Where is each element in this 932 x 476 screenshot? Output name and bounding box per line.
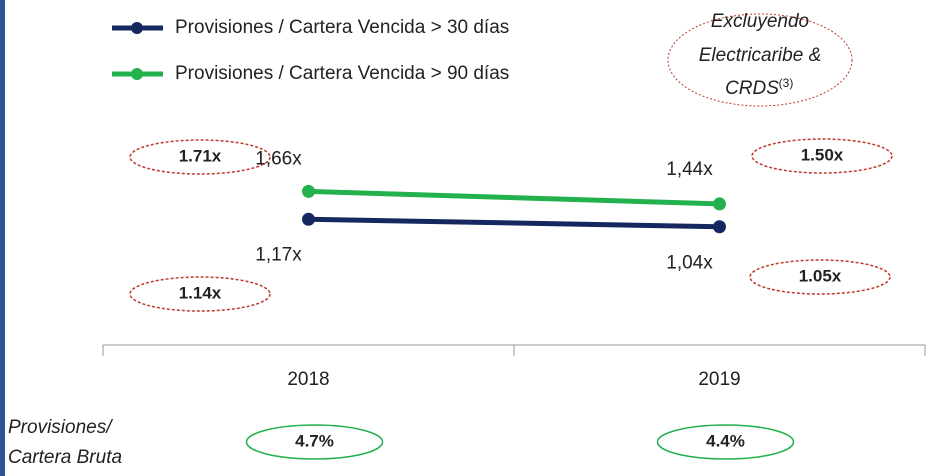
data-label: 1,66x [255,148,302,169]
note-line: Electricaribe & [699,45,822,66]
secondary-ellipse [656,424,795,460]
secondary-ellipse [245,424,384,460]
legend-marker [131,22,143,34]
data-point [302,212,315,226]
secondary-label: Provisiones/ [8,417,113,438]
data-label: 1,04x [666,253,713,274]
note-line: Excluyendo [711,11,809,32]
note-superscript: (3) [779,76,794,90]
x-tick-label: 2019 [698,369,740,390]
series-line [308,216,720,230]
legend-label: Provisiones / Cartera Vencida > 90 días [175,63,509,84]
annotation-ellipse [751,138,893,174]
annotation-ellipse [129,276,271,312]
annotation-label: 1.71x [179,146,222,165]
note-line: CRDS [725,78,779,99]
data-point [302,184,315,198]
data-point [713,197,726,211]
legend-marker [131,68,143,80]
data-point [713,220,726,234]
left-stripe [0,0,5,476]
series-line [308,188,720,207]
legend-label: Provisiones / Cartera Vencida > 30 días [175,17,509,38]
annotation-label: 1.05x [799,266,842,285]
note-ellipse [667,13,853,107]
annotation-ellipse [129,139,271,175]
annotation-label: 1.50x [801,145,844,164]
x-tick-label: 2018 [287,369,329,390]
annotation-label: 1.14x [179,283,222,302]
data-label: 1,17x [255,244,302,265]
data-label: 1,44x [666,159,713,180]
annotation-ellipse [749,259,891,295]
secondary-value: 4.7% [295,431,334,450]
secondary-value: 4.4% [706,431,745,450]
secondary-label: Cartera Bruta [8,447,122,468]
